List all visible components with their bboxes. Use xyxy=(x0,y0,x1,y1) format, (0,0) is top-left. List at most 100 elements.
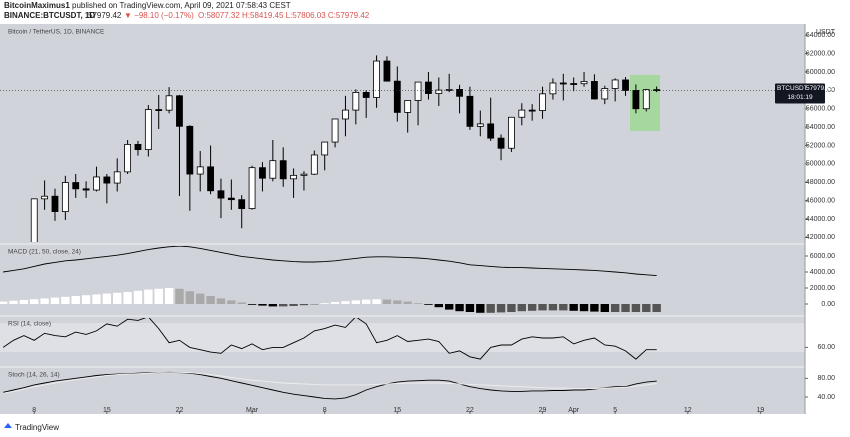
candle-body xyxy=(508,116,515,149)
candle-body xyxy=(653,89,661,92)
y-tick-label: 42000.00 xyxy=(806,234,835,241)
x-tick-label: 5 xyxy=(613,407,617,414)
x-tick-label: 15 xyxy=(393,407,401,414)
histogram-bar xyxy=(444,304,454,310)
histogram-bar xyxy=(9,300,18,304)
histogram-bar xyxy=(507,304,516,312)
x-tick-label: 8 xyxy=(32,407,36,414)
candle-body xyxy=(528,109,536,112)
candle-body xyxy=(93,176,100,191)
histogram-bar xyxy=(40,298,49,304)
histogram-bar xyxy=(527,304,537,311)
y-tick-label: 60000.00 xyxy=(806,69,835,76)
candle-body xyxy=(342,109,349,120)
histogram-bar xyxy=(164,288,174,304)
candle-body xyxy=(207,166,214,192)
candle-body xyxy=(383,60,391,82)
candle-body xyxy=(466,95,474,127)
histogram-bar xyxy=(538,304,547,311)
y-tick-label: 0.00 xyxy=(821,301,835,308)
histogram-bar xyxy=(486,304,495,313)
histogram-bar xyxy=(92,294,101,304)
histogram-bar xyxy=(299,304,309,306)
histogram-bar xyxy=(123,292,132,304)
histogram-bar xyxy=(569,304,578,311)
candle-body xyxy=(393,80,401,113)
candle-body xyxy=(414,81,422,101)
histogram-bar xyxy=(393,300,402,304)
histogram-bar xyxy=(559,304,568,311)
y-tick-label: 64000.00 xyxy=(806,32,835,39)
price-tag-symbol: BTCUSDT xyxy=(777,85,808,92)
price-tag xyxy=(775,83,825,104)
histogram-bar xyxy=(361,299,371,304)
histogram-bar xyxy=(61,296,70,304)
histogram-bar xyxy=(320,303,329,304)
candle-body xyxy=(124,143,131,173)
histogram-bar xyxy=(579,304,589,312)
histogram-bar xyxy=(247,304,257,305)
candle-body xyxy=(362,92,370,98)
histogram-bar xyxy=(652,304,661,312)
histogram-bar xyxy=(372,299,381,304)
histogram-bar xyxy=(496,304,506,313)
candle-body xyxy=(113,171,121,184)
candle-body xyxy=(591,81,598,100)
candle-body xyxy=(476,123,484,127)
x-tick-label: Apr xyxy=(568,407,580,414)
candle-body xyxy=(269,160,277,179)
candle-body xyxy=(72,182,80,190)
candle-body xyxy=(580,81,588,85)
histogram-bar xyxy=(382,299,392,304)
histogram-bar xyxy=(81,295,91,304)
panel xyxy=(0,246,661,313)
histogram-bar xyxy=(548,304,558,311)
candle-body xyxy=(259,167,266,179)
last: 57979.42 xyxy=(88,11,122,20)
panel xyxy=(3,371,657,400)
candle-body xyxy=(61,182,69,213)
price-tag-countdown: 18:01:19 xyxy=(787,94,813,101)
histogram-bar xyxy=(133,290,143,304)
panel-title: Bitcoin / TetherUS, 1D, BINANCE xyxy=(8,29,105,36)
panel-title: RSI (14, close) xyxy=(8,321,51,328)
candle-body xyxy=(186,125,194,175)
candle-body xyxy=(134,143,142,151)
y-tick-label: 80.00 xyxy=(817,375,835,382)
rsi-band xyxy=(0,323,805,352)
published: published on TradingView.com, April 09, … xyxy=(72,1,291,10)
candle-body xyxy=(300,173,308,176)
candle-body xyxy=(155,109,163,111)
histogram-bar xyxy=(351,300,361,304)
panel-title: Stoch (14, 26, 14) xyxy=(8,372,60,379)
candle-body xyxy=(321,141,329,156)
histogram-bar xyxy=(476,304,485,313)
y-tick-label: 4000.00 xyxy=(810,269,835,276)
candle-body xyxy=(497,137,505,149)
panel-title: MACD (21, 50, close, 24) xyxy=(8,249,81,256)
author: BitcoinMaximus1 xyxy=(4,1,70,10)
candle-body xyxy=(290,174,297,180)
candle-body xyxy=(518,109,526,118)
histogram-bar xyxy=(631,304,641,312)
candle-body xyxy=(238,199,246,209)
x-tick-label: 12 xyxy=(684,407,692,414)
histogram-bar xyxy=(403,301,412,304)
candle-body xyxy=(51,195,59,213)
histogram-bar xyxy=(330,302,340,304)
histogram-bar xyxy=(424,304,433,305)
candle-body xyxy=(570,83,578,85)
x-tick-label: 22 xyxy=(466,407,474,414)
histogram-bar xyxy=(71,296,80,304)
candle-body xyxy=(404,100,412,113)
candle-body xyxy=(103,176,111,184)
candle-body xyxy=(622,79,629,91)
candle-body xyxy=(373,60,380,98)
candle-body xyxy=(310,154,318,175)
histogram-bar xyxy=(258,304,267,306)
y-tick-label: 56000.00 xyxy=(806,106,835,113)
candle-body xyxy=(539,93,546,111)
candle-body xyxy=(435,89,443,94)
x-tick-label: 15 xyxy=(103,407,111,414)
